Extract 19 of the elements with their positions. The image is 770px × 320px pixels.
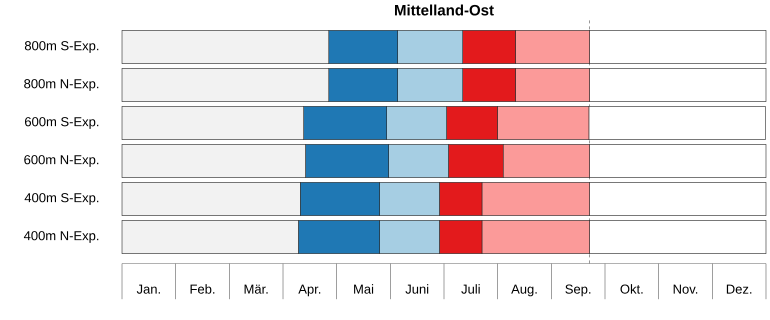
y-tick-label: 800m N-Exp. bbox=[24, 79, 98, 91]
text: Okt. bbox=[620, 284, 643, 294]
text: Sep. bbox=[565, 284, 590, 296]
chart-title: Mittelland-Ost bbox=[395, 4, 494, 16]
y-tick-label: 800m S-Exp. bbox=[24, 41, 98, 53]
text: Feb. bbox=[190, 284, 214, 294]
text: Juli bbox=[461, 284, 480, 294]
text: Dez. bbox=[726, 284, 752, 294]
text: Mai bbox=[354, 284, 374, 294]
text: Nov. bbox=[674, 284, 698, 294]
y-tick-label: 400m N-Exp. bbox=[24, 231, 98, 243]
text: Jan. bbox=[136, 284, 160, 294]
y-tick-label: 600m S-Exp. bbox=[25, 117, 98, 129]
text: Aug. bbox=[511, 284, 537, 296]
text: Mär. bbox=[244, 284, 268, 294]
y-tick-label: 400m S-Exp. bbox=[24, 193, 98, 205]
text: Juni bbox=[405, 284, 428, 294]
y-tick-label: 600m N-Exp. bbox=[24, 155, 98, 167]
text: Apr. bbox=[298, 284, 320, 296]
